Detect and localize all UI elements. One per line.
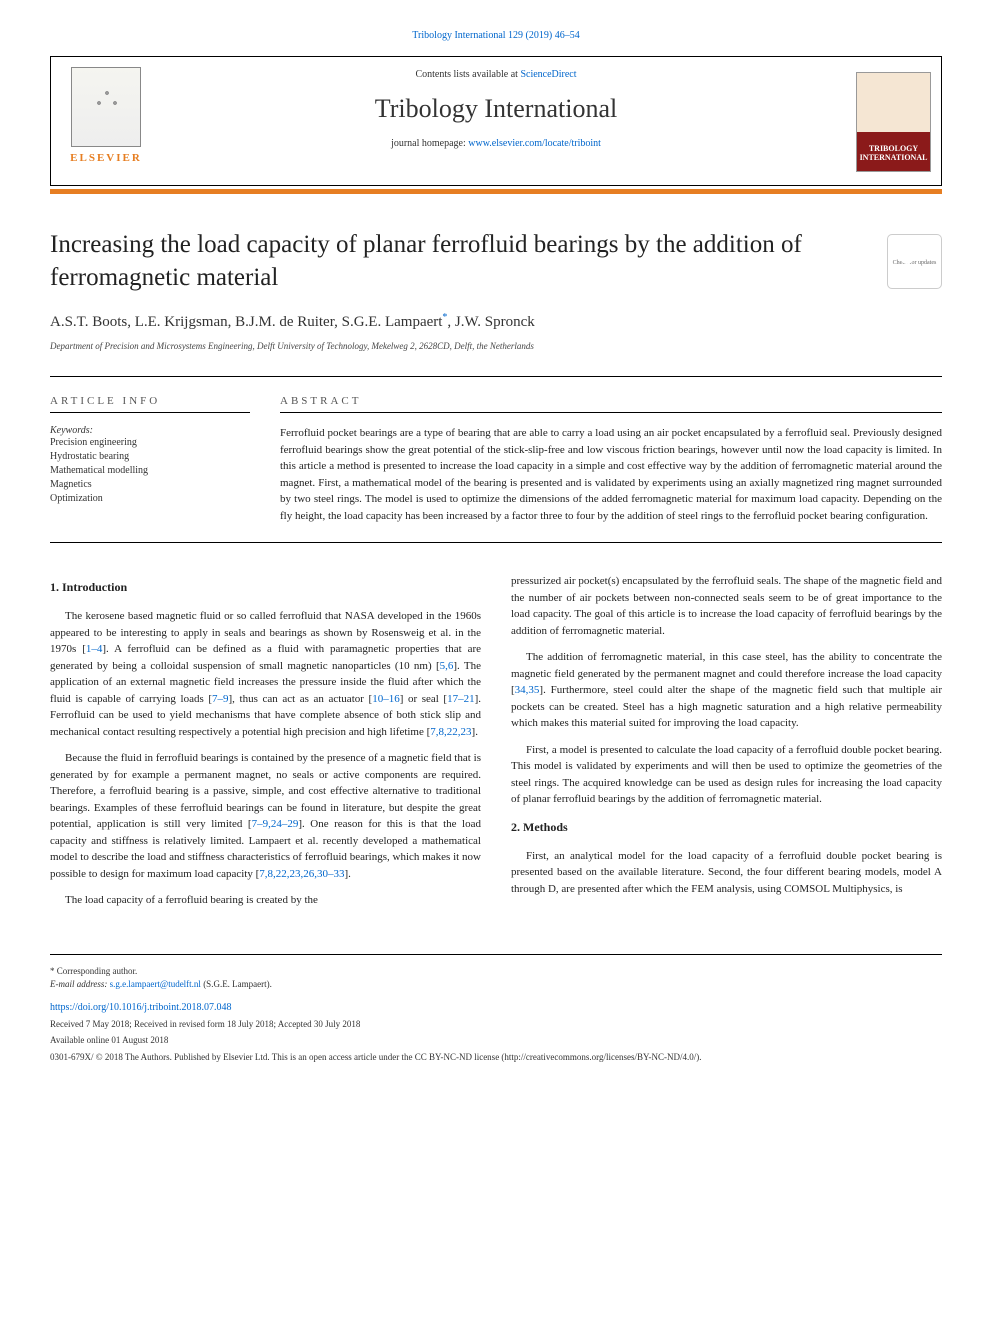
- keywords-list: Precision engineering Hydrostatic bearin…: [50, 436, 250, 506]
- journal-name: Tribology International: [51, 94, 941, 124]
- keyword-item: Hydrostatic bearing: [50, 450, 250, 464]
- paragraph: First, an analytical model for the load …: [511, 848, 942, 898]
- check-updates-label: Check for updates: [893, 260, 937, 266]
- citation-link[interactable]: 7,8,22,23,26,30–33: [259, 868, 344, 880]
- citation-link[interactable]: 34,35: [515, 684, 540, 696]
- body-text: 1. Introduction The kerosene based magne…: [50, 573, 942, 919]
- right-column: pressurized air pocket(s) encapsulated b…: [511, 573, 942, 919]
- abstract-text: Ferrofluid pocket bearings are a type of…: [280, 425, 942, 524]
- paragraph: The load capacity of a ferrofluid bearin…: [50, 892, 481, 909]
- paragraph: The kerosene based magnetic fluid or so …: [50, 608, 481, 740]
- section-heading-methods: 2. Methods: [511, 818, 942, 836]
- paragraph: pressurized air pocket(s) encapsulated b…: [511, 573, 942, 639]
- citation-link[interactable]: 7–9,24–29: [252, 818, 299, 830]
- journal-header: ELSEVIER Contents lists available at Sci…: [50, 56, 942, 186]
- cover-title: TRIBOLOGYINTERNATIONAL: [857, 144, 930, 163]
- keyword-item: Precision engineering: [50, 436, 250, 450]
- affiliation: Department of Precision and Microsystems…: [50, 341, 942, 351]
- citation-link[interactable]: 7–9: [212, 693, 229, 705]
- footer: * Corresponding author. E-mail address: …: [50, 954, 942, 1065]
- keyword-item: Optimization: [50, 492, 250, 506]
- article-info-heading: ARTICLE INFO: [50, 395, 250, 413]
- citation-link[interactable]: 10–16: [372, 693, 400, 705]
- contents-line: Contents lists available at ScienceDirec…: [51, 69, 941, 80]
- article-title: Increasing the load capacity of planar f…: [50, 229, 942, 294]
- paragraph: The addition of ferromagnetic material, …: [511, 649, 942, 732]
- paragraph: First, a model is presented to calculate…: [511, 742, 942, 808]
- citation-link[interactable]: 5,6: [440, 660, 454, 672]
- section-heading-intro: 1. Introduction: [50, 578, 481, 596]
- doi-link[interactable]: https://doi.org/10.1016/j.triboint.2018.…: [50, 1000, 942, 1015]
- available-online: Available online 01 August 2018: [50, 1034, 942, 1048]
- homepage-line: journal homepage: www.elsevier.com/locat…: [51, 138, 941, 149]
- paragraph: Because the fluid in ferrofluid bearings…: [50, 750, 481, 882]
- left-column: 1. Introduction The kerosene based magne…: [50, 573, 481, 919]
- email-line: E-mail address: s.g.e.lampaert@tudelft.n…: [50, 978, 942, 992]
- elsevier-tree-icon: [71, 67, 141, 147]
- citation-link[interactable]: 7,8,22,23: [430, 726, 471, 738]
- sciencedirect-link[interactable]: ScienceDirect: [520, 69, 576, 80]
- keyword-item: Magnetics: [50, 478, 250, 492]
- citation-link[interactable]: 17–21: [447, 693, 475, 705]
- journal-cover-thumbnail: TRIBOLOGYINTERNATIONAL: [856, 72, 931, 172]
- email-link[interactable]: s.g.e.lampaert@tudelft.nl: [110, 979, 201, 989]
- authors-line: A.S.T. Boots, L.E. Krijgsman, B.J.M. de …: [50, 312, 942, 331]
- article-info-column: ARTICLE INFO Keywords: Precision enginee…: [50, 395, 250, 524]
- corresponding-author-note: * Corresponding author.: [50, 965, 942, 979]
- keywords-label: Keywords:: [50, 425, 250, 436]
- homepage-link[interactable]: www.elsevier.com/locate/triboint: [468, 138, 601, 149]
- homepage-prefix: journal homepage:: [391, 138, 468, 149]
- check-updates-badge[interactable]: Check for updates: [887, 234, 942, 289]
- keyword-item: Mathematical modelling: [50, 464, 250, 478]
- elsevier-label: ELSEVIER: [61, 152, 151, 164]
- article-dates: Received 7 May 2018; Received in revised…: [50, 1018, 942, 1032]
- contents-prefix: Contents lists available at: [415, 69, 520, 80]
- abstract-heading: ABSTRACT: [280, 395, 942, 413]
- info-abstract-block: ARTICLE INFO Keywords: Precision enginee…: [50, 376, 942, 543]
- abstract-column: ABSTRACT Ferrofluid pocket bearings are …: [280, 395, 942, 524]
- elsevier-logo: ELSEVIER: [61, 62, 151, 182]
- journal-citation: Tribology International 129 (2019) 46–54: [50, 30, 942, 41]
- citation-link[interactable]: 1–4: [86, 643, 103, 655]
- divider-bar: [50, 189, 942, 194]
- copyright-line: 0301-679X/ © 2018 The Authors. Published…: [50, 1051, 942, 1065]
